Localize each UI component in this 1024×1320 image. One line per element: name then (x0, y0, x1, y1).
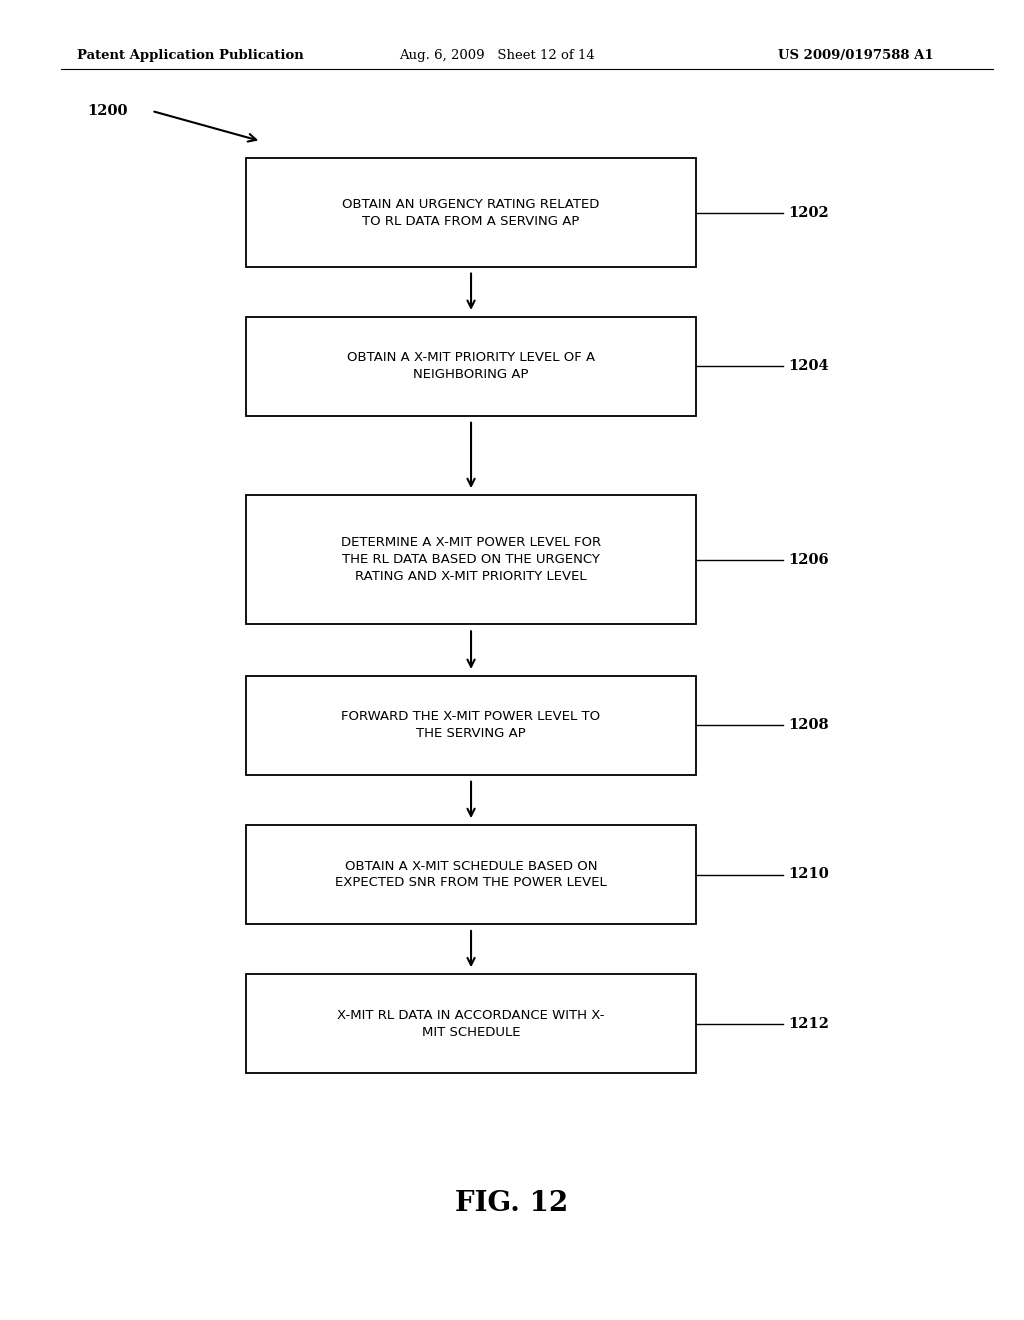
Text: DETERMINE A X-MIT POWER LEVEL FOR
THE RL DATA BASED ON THE URGENCY
RATING AND X-: DETERMINE A X-MIT POWER LEVEL FOR THE RL… (341, 536, 601, 583)
Text: 1206: 1206 (788, 553, 829, 566)
Text: 1204: 1204 (788, 359, 829, 374)
Bar (246, 974, 696, 1073)
Text: FIG. 12: FIG. 12 (456, 1191, 568, 1217)
Text: Patent Application Publication: Patent Application Publication (77, 49, 303, 62)
Bar (246, 317, 696, 416)
Bar (246, 676, 696, 775)
Bar (246, 158, 696, 267)
Text: OBTAIN AN URGENCY RATING RELATED
TO RL DATA FROM A SERVING AP: OBTAIN AN URGENCY RATING RELATED TO RL D… (342, 198, 600, 227)
Text: OBTAIN A X-MIT SCHEDULE BASED ON
EXPECTED SNR FROM THE POWER LEVEL: OBTAIN A X-MIT SCHEDULE BASED ON EXPECTE… (335, 859, 607, 890)
Text: X-MIT RL DATA IN ACCORDANCE WITH X-
MIT SCHEDULE: X-MIT RL DATA IN ACCORDANCE WITH X- MIT … (337, 1008, 605, 1039)
Text: FORWARD THE X-MIT POWER LEVEL TO
THE SERVING AP: FORWARD THE X-MIT POWER LEVEL TO THE SER… (341, 710, 601, 741)
Text: US 2009/0197588 A1: US 2009/0197588 A1 (778, 49, 934, 62)
Bar (246, 495, 696, 624)
Text: 1202: 1202 (788, 206, 829, 219)
Text: 1212: 1212 (788, 1016, 829, 1031)
Text: OBTAIN A X-MIT PRIORITY LEVEL OF A
NEIGHBORING AP: OBTAIN A X-MIT PRIORITY LEVEL OF A NEIGH… (347, 351, 595, 381)
Bar (246, 825, 696, 924)
Text: 1208: 1208 (788, 718, 829, 733)
Text: Aug. 6, 2009   Sheet 12 of 14: Aug. 6, 2009 Sheet 12 of 14 (399, 49, 595, 62)
Text: 1210: 1210 (788, 867, 829, 882)
Text: 1200: 1200 (87, 104, 128, 119)
